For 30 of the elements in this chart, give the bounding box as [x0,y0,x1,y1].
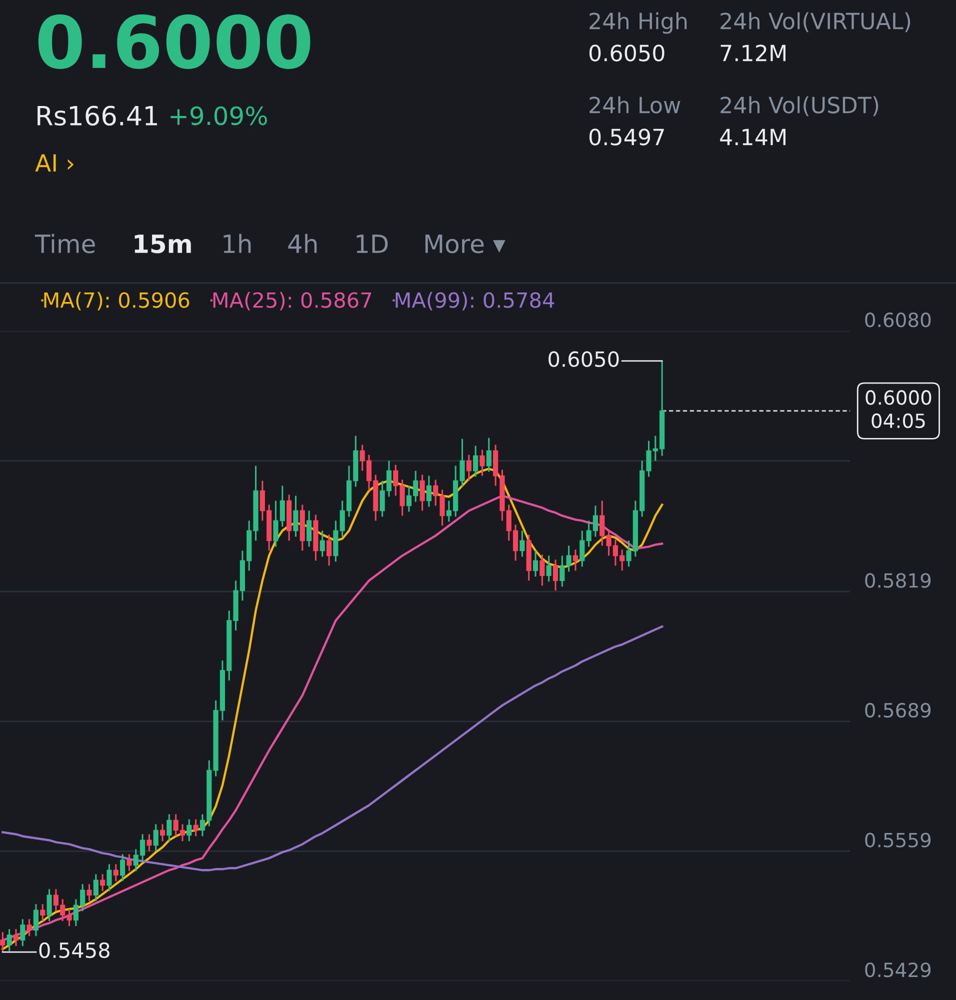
y-tick-label: 0.5819 [865,573,931,588]
y-tick-label: 0.5689 [865,702,931,718]
legend-label: MA(99): 0.5784 [396,292,554,310]
text: 24h Vol(USDT) [720,96,878,116]
y-tick-label: 0.5429 [865,962,931,978]
text: 24h High [590,12,687,34]
text: Time [34,234,95,254]
ref-line-label: 0.6000 [866,390,932,405]
annotation: 0.5458 [39,942,110,958]
text: 0.6050 [589,44,664,62]
y-tick-label: 0.5559 [865,832,931,848]
text: 1D [356,234,388,253]
text: 1h [224,234,251,253]
text: 15m [134,234,191,254]
text: Rs166.41 [38,106,157,126]
text: +9.09% [170,106,267,126]
text: 4h [288,234,317,253]
text: 7.12M [720,44,786,62]
chart-title: 0.6000 [38,14,310,69]
text: 24h Low [590,96,680,114]
text: AI › [35,154,74,172]
annotation: 0.6050 [548,351,619,367]
text: More ▾ [425,234,506,254]
text: 24h Vol(VIRTUAL) [720,12,910,32]
text: 0.5497 [589,128,664,146]
legend-label: MA(25): 0.5867 [213,292,372,310]
text: 4.14M [720,128,786,146]
text: 04:05 [872,413,925,428]
legend-label: MA(7): 0.5906 [44,292,190,310]
y-tick-label: 0.6080 [865,312,931,328]
